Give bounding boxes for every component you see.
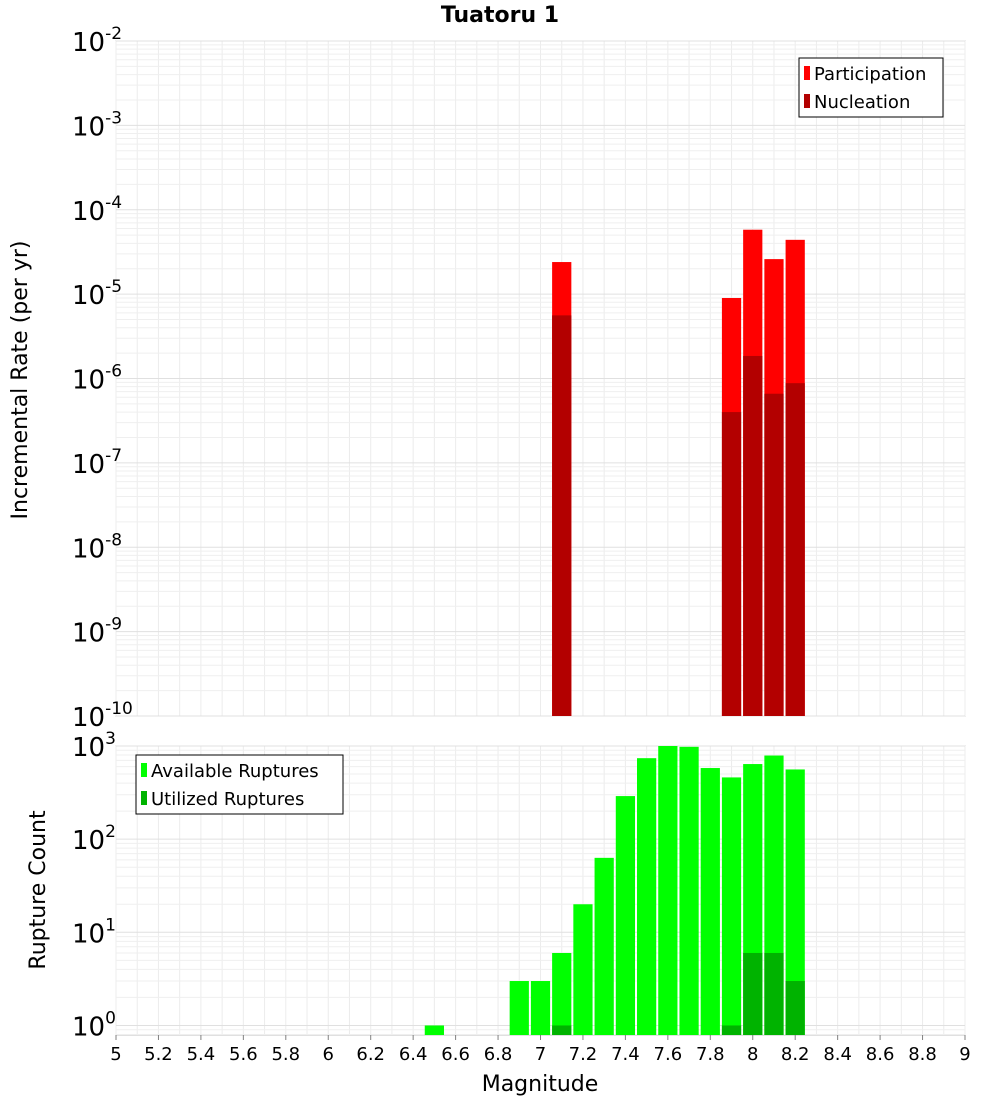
bar-nucleation (785, 383, 805, 716)
x-tick-label: 6.4 (399, 1044, 428, 1065)
bottom-y-tick-label: 102 (72, 822, 116, 856)
bar-utilized-ruptures (764, 952, 784, 1035)
bar-available-ruptures (530, 981, 551, 1035)
bar-available-ruptures (615, 796, 636, 1035)
bar-nucleation (764, 393, 784, 716)
bottom-y-tick-label: 101 (72, 915, 116, 949)
bar-utilized-ruptures (721, 1025, 742, 1035)
legend-swatch-nucleation (804, 94, 810, 108)
top-y-tick-label: 10-8 (72, 530, 122, 564)
legend-label-available: Available Ruptures (151, 761, 319, 782)
bar-nucleation (721, 412, 742, 716)
x-tick-label: 7.6 (654, 1044, 683, 1065)
bar-available-ruptures (658, 746, 678, 1035)
bar-utilized-ruptures (552, 1025, 572, 1035)
x-axis-label: Magnitude (482, 1072, 599, 1097)
top-panel: 10-10 10-9 10-8 10-7 10-6 10-5 10-4 10-3 10-2 Tu… (8, 3, 966, 733)
bottom-legend-box (135, 754, 344, 815)
bar-available-ruptures (424, 1025, 444, 1035)
bar-available-ruptures (785, 769, 805, 1035)
top-y-tick-label: 10-9 (72, 615, 122, 649)
bar-nucleation (552, 315, 572, 716)
top-y-tick-label: 10-7 (72, 446, 122, 480)
bar-available-ruptures (594, 857, 614, 1035)
legend-label-nucleation: Nucleation (814, 92, 910, 113)
bottom-y-ticks: 100 101 102 103 (72, 729, 116, 1042)
top-y-tick-label: 10-6 (72, 362, 122, 396)
bottom-y-tick-label: 100 (72, 1008, 116, 1042)
bottom-panel: 100 101 102 103 5 5.2 5.4 5.6 5.8 6 6.2 6.4 6.6 6.8 7… (26, 729, 971, 1097)
x-tick-label: 5 (110, 1044, 121, 1065)
x-tick-label: 7 (535, 1044, 546, 1065)
top-legend-box (798, 57, 944, 118)
legend-label-utilized: Utilized Ruptures (151, 789, 304, 810)
top-y-axis-label: Incremental Rate (per yr) (8, 241, 33, 520)
legend-swatch-utilized (141, 791, 147, 805)
top-y-ticks: 10-10 10-9 10-8 10-7 10-6 10-5 10-4 10-3 10-2 (72, 24, 133, 733)
top-grid (115, 40, 966, 717)
legend-swatch-available (141, 763, 147, 777)
bar-utilized-ruptures (785, 981, 805, 1035)
x-tick-label: 9 (959, 1044, 970, 1065)
top-bars (552, 229, 805, 717)
x-tick-label: 8.2 (781, 1044, 810, 1065)
legend-label-participation: Participation (814, 64, 926, 85)
x-tick-label: 8.8 (908, 1044, 937, 1065)
bottom-y-tick-label: 103 (72, 729, 116, 763)
x-tick-label: 7.8 (696, 1044, 725, 1065)
bar-available-ruptures (679, 746, 699, 1035)
x-tick-label: 8.4 (823, 1044, 852, 1065)
top-y-tick-label: 10-2 (72, 24, 122, 58)
x-tick-label: 8 (747, 1044, 758, 1065)
bottom-legend: Available Ruptures Utilized Ruptures (135, 754, 344, 815)
legend-swatch-participation (804, 66, 810, 80)
bar-available-ruptures (552, 952, 572, 1035)
chart-title: Tuatoru 1 (441, 3, 559, 28)
top-y-tick-label: 10-5 (72, 277, 122, 311)
x-tick-label: 7.4 (611, 1044, 640, 1065)
bar-nucleation (743, 355, 763, 716)
x-tick-label: 5.4 (187, 1044, 216, 1065)
x-tick-label: 5.2 (144, 1044, 173, 1065)
x-tick-label: 6 (323, 1044, 334, 1065)
bar-utilized-ruptures (743, 952, 763, 1035)
x-tick-label: 8.6 (866, 1044, 895, 1065)
top-y-tick-label: 10-4 (72, 193, 122, 227)
x-tick-label: 6.8 (484, 1044, 513, 1065)
x-tick-label: 5.8 (271, 1044, 300, 1065)
bar-available-ruptures (700, 768, 720, 1035)
bottom-y-axis-label: Rupture Count (26, 810, 51, 970)
bar-available-ruptures (721, 777, 742, 1035)
top-y-tick-label: 10-10 (72, 699, 133, 733)
x-tick-label: 5.6 (229, 1044, 258, 1065)
x-tick-label: 6.6 (441, 1044, 470, 1065)
bar-available-ruptures (637, 758, 657, 1035)
top-y-tick-label: 10-3 (72, 108, 122, 142)
bottom-bars (424, 746, 805, 1035)
x-tick-label: 7.2 (569, 1044, 598, 1065)
bar-available-ruptures (573, 904, 593, 1035)
bottom-x-ticks: 5 5.2 5.4 5.6 5.8 6 6.2 6.4 6.6 6.8 7 7.2 7.4 7.6 7.8 8… (110, 1035, 971, 1065)
x-tick-label: 6.2 (356, 1044, 385, 1065)
bar-available-ruptures (509, 981, 529, 1035)
top-legend: Participation Nucleation (798, 57, 944, 118)
